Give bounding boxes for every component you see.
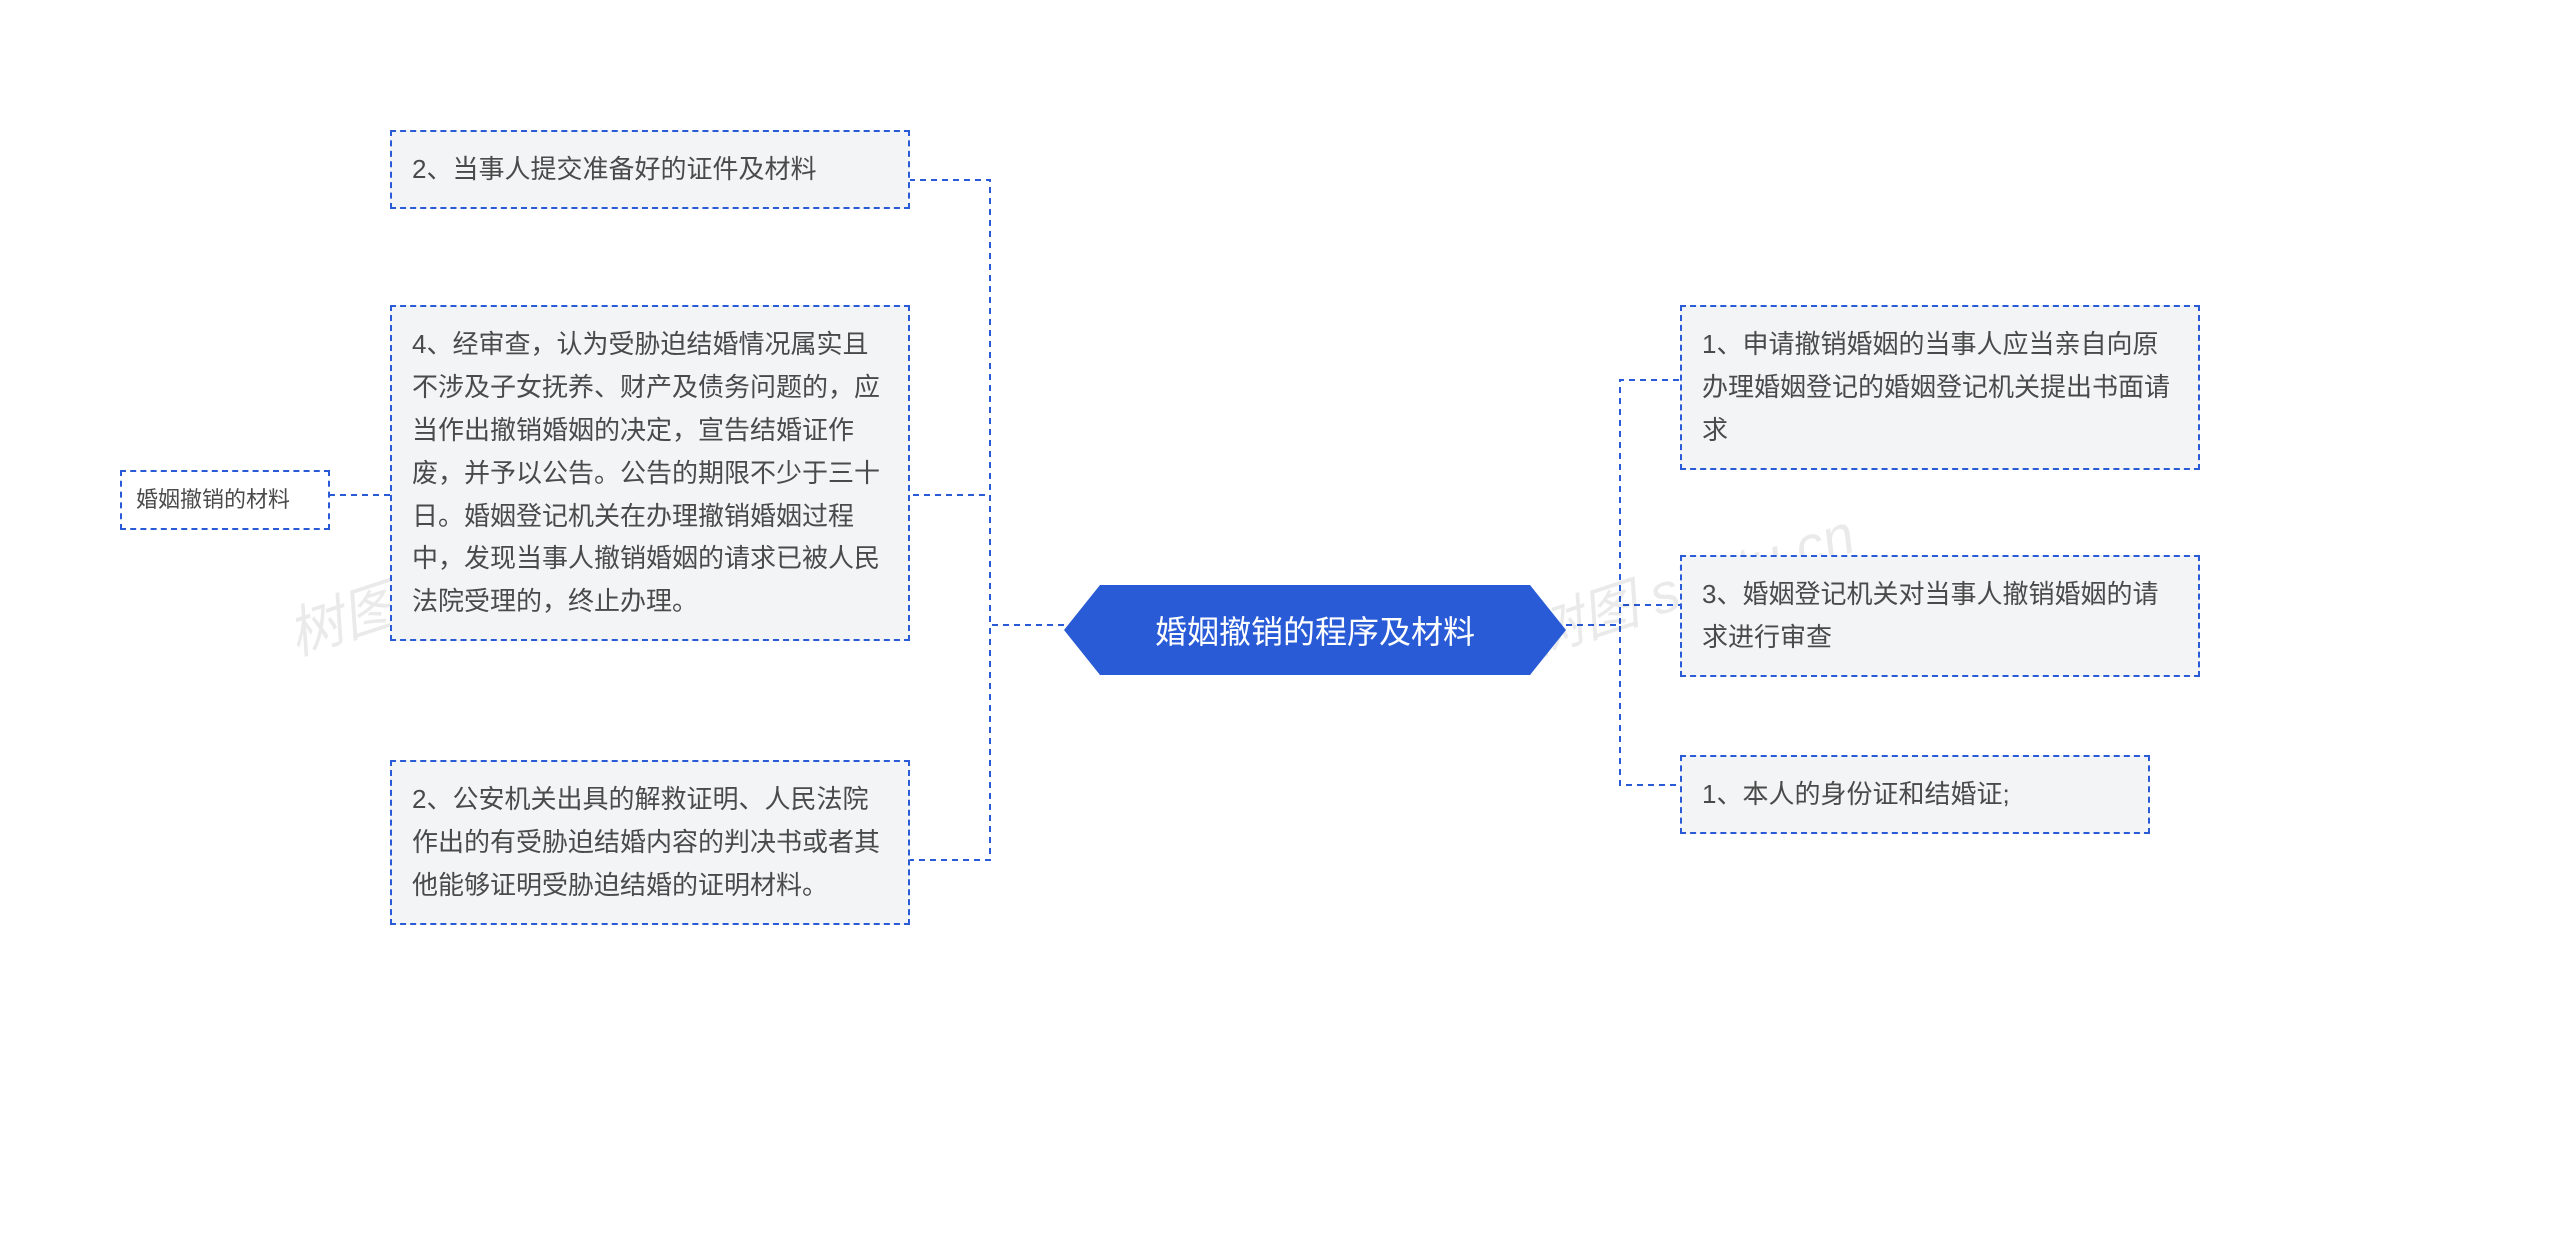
right-node-3-text: 1、本人的身份证和结婚证; (1702, 779, 2010, 809)
central-node-label: 婚姻撤销的程序及材料 (1155, 614, 1475, 650)
right-node-3: 1、本人的身份证和结婚证; (1680, 755, 2150, 834)
left-node-1: 2、当事人提交准备好的证件及材料 (390, 130, 910, 209)
central-node: 婚姻撤销的程序及材料 (1100, 585, 1530, 675)
right-node-2-text: 3、婚姻登记机关对当事人撤销婚姻的请求进行审查 (1702, 579, 2158, 652)
left-node-3: 2、公安机关出具的解救证明、人民法院作出的有受胁迫结婚内容的判决书或者其他能够证… (390, 760, 910, 925)
left-node-1-text: 2、当事人提交准备好的证件及材料 (412, 154, 816, 184)
left-node-3-text: 2、公安机关出具的解救证明、人民法院作出的有受胁迫结婚内容的判决书或者其他能够证… (412, 784, 880, 900)
left-node-2-sub-text: 婚姻撤销的材料 (136, 487, 290, 512)
right-node-1-text: 1、申请撤销婚姻的当事人应当亲自向原办理婚姻登记的婚姻登记机关提出书面请求 (1702, 329, 2170, 445)
left-node-2: 4、经审查，认为受胁迫结婚情况属实且不涉及子女抚养、财产及债务问题的，应当作出撤… (390, 305, 910, 641)
right-node-2: 3、婚姻登记机关对当事人撤销婚姻的请求进行审查 (1680, 555, 2200, 677)
left-node-2-sub: 婚姻撤销的材料 (120, 470, 330, 530)
right-node-1: 1、申请撤销婚姻的当事人应当亲自向原办理婚姻登记的婚姻登记机关提出书面请求 (1680, 305, 2200, 470)
left-node-2-text: 4、经审查，认为受胁迫结婚情况属实且不涉及子女抚养、财产及债务问题的，应当作出撤… (412, 329, 880, 616)
